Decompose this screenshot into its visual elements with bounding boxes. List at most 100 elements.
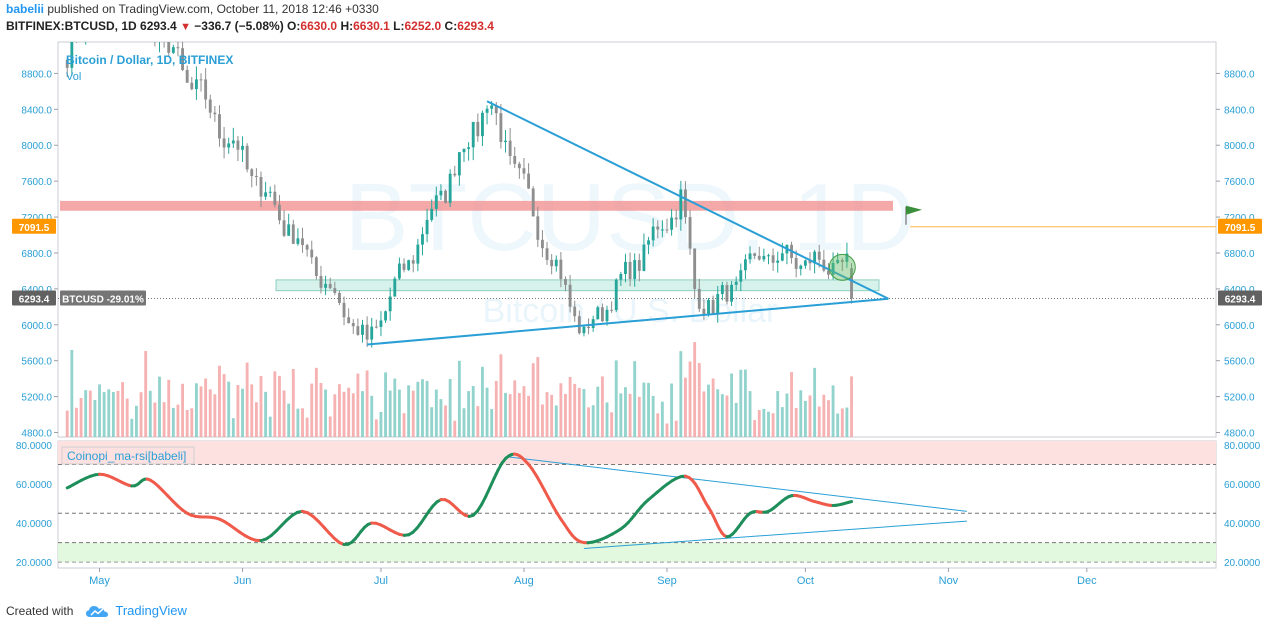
- candle-body[interactable]: [780, 253, 784, 261]
- candle-body[interactable]: [550, 259, 554, 267]
- candle-body[interactable]: [356, 326, 360, 335]
- candle-body[interactable]: [190, 82, 194, 90]
- candle-body[interactable]: [840, 259, 844, 262]
- candle-body[interactable]: [540, 239, 544, 249]
- candle-body[interactable]: [688, 217, 692, 249]
- candle-body[interactable]: [707, 299, 710, 315]
- candle-body[interactable]: [776, 260, 780, 263]
- candle-body[interactable]: [444, 190, 447, 203]
- candle-body[interactable]: [517, 163, 521, 169]
- candle-body[interactable]: [199, 79, 203, 81]
- candle-body[interactable]: [314, 257, 318, 276]
- price-trendline-2[interactable]: [367, 297, 889, 346]
- candle-body[interactable]: [619, 273, 623, 280]
- candle-body[interactable]: [245, 145, 249, 170]
- candle-body[interactable]: [185, 69, 189, 83]
- candle-body[interactable]: [624, 261, 627, 274]
- candle-body[interactable]: [813, 251, 817, 264]
- candle-body[interactable]: [504, 140, 507, 143]
- rsi-curve[interactable]: [65, 452, 854, 547]
- flag-icon[interactable]: [906, 205, 922, 215]
- tradingview-logo[interactable]: TradingView: [85, 603, 187, 618]
- candle-body[interactable]: [273, 191, 277, 205]
- candle-body[interactable]: [753, 253, 757, 256]
- candle-body[interactable]: [725, 285, 729, 302]
- candle-body[interactable]: [324, 283, 328, 288]
- candle-body[interactable]: [407, 260, 411, 270]
- candle-body[interactable]: [181, 48, 184, 70]
- candle-body[interactable]: [522, 168, 526, 174]
- candle-body[interactable]: [822, 259, 826, 271]
- candle-body[interactable]: [393, 278, 397, 297]
- candle-body[interactable]: [208, 99, 212, 113]
- candle-body[interactable]: [527, 173, 531, 189]
- candle-body[interactable]: [637, 260, 641, 271]
- candle-body[interactable]: [665, 229, 669, 231]
- candle-body[interactable]: [545, 248, 549, 260]
- candle-body[interactable]: [319, 275, 323, 288]
- candle-body[interactable]: [771, 255, 775, 263]
- candle-body[interactable]: [679, 189, 683, 220]
- candle-body[interactable]: [610, 309, 614, 311]
- candle-body[interactable]: [268, 191, 272, 193]
- candle-body[interactable]: [379, 320, 383, 327]
- candle-body[interactable]: [587, 326, 590, 329]
- candle-body[interactable]: [670, 217, 674, 230]
- candle-body[interactable]: [674, 217, 678, 220]
- candle-body[interactable]: [817, 251, 821, 260]
- candle-body[interactable]: [656, 226, 660, 230]
- candle-body[interactable]: [254, 175, 258, 177]
- candle-body[interactable]: [287, 224, 291, 236]
- candle-body[interactable]: [471, 121, 475, 148]
- candle-body[interactable]: [596, 307, 600, 320]
- candle-body[interactable]: [684, 189, 687, 218]
- price-trendline-1[interactable]: [486, 100, 889, 300]
- candle-body[interactable]: [513, 156, 517, 164]
- candle-body[interactable]: [411, 260, 415, 264]
- candle-body[interactable]: [176, 47, 180, 49]
- candle-body[interactable]: [499, 113, 503, 143]
- candle-body[interactable]: [278, 204, 281, 221]
- candle-body[interactable]: [734, 281, 738, 285]
- candle-body[interactable]: [204, 79, 208, 100]
- candle-body[interactable]: [757, 255, 761, 260]
- candle-body[interactable]: [448, 173, 452, 203]
- candle-body[interactable]: [227, 143, 231, 148]
- candle-body[interactable]: [430, 208, 434, 220]
- candle-body[interactable]: [361, 324, 364, 335]
- candle-body[interactable]: [508, 140, 512, 157]
- candle-body[interactable]: [762, 255, 766, 260]
- candle-body[interactable]: [850, 268, 853, 299]
- candle-body[interactable]: [559, 259, 563, 280]
- candle-body[interactable]: [743, 259, 747, 271]
- candle-body[interactable]: [693, 248, 697, 289]
- candle-body[interactable]: [416, 244, 420, 264]
- rsi-trendline-2[interactable]: [583, 520, 967, 549]
- author-name[interactable]: babelii: [6, 2, 45, 16]
- candle-body[interactable]: [808, 260, 812, 264]
- candle-body[interactable]: [342, 302, 346, 318]
- candle-body[interactable]: [628, 261, 632, 279]
- candle-body[interactable]: [554, 259, 558, 267]
- breakout-circle[interactable]: [828, 253, 856, 281]
- candle-body[interactable]: [803, 260, 807, 266]
- candle-body[interactable]: [457, 152, 461, 176]
- candle-body[interactable]: [65, 59, 69, 68]
- candle-body[interactable]: [794, 257, 798, 269]
- candle-body[interactable]: [264, 192, 268, 197]
- candle-body[interactable]: [494, 105, 498, 114]
- candle-body[interactable]: [388, 296, 392, 312]
- candle-body[interactable]: [241, 145, 244, 150]
- candle-body[interactable]: [70, 27, 74, 68]
- candle-body[interactable]: [711, 299, 715, 315]
- resistance-zone[interactable]: [60, 200, 893, 211]
- candle-body[interactable]: [836, 259, 840, 264]
- candle-body[interactable]: [577, 316, 581, 334]
- candle-body[interactable]: [434, 195, 438, 209]
- candle-body[interactable]: [748, 253, 752, 260]
- candle-body[interactable]: [310, 249, 314, 258]
- candle-body[interactable]: [827, 270, 830, 275]
- candle-body[interactable]: [351, 323, 355, 327]
- candle-body[interactable]: [614, 279, 618, 311]
